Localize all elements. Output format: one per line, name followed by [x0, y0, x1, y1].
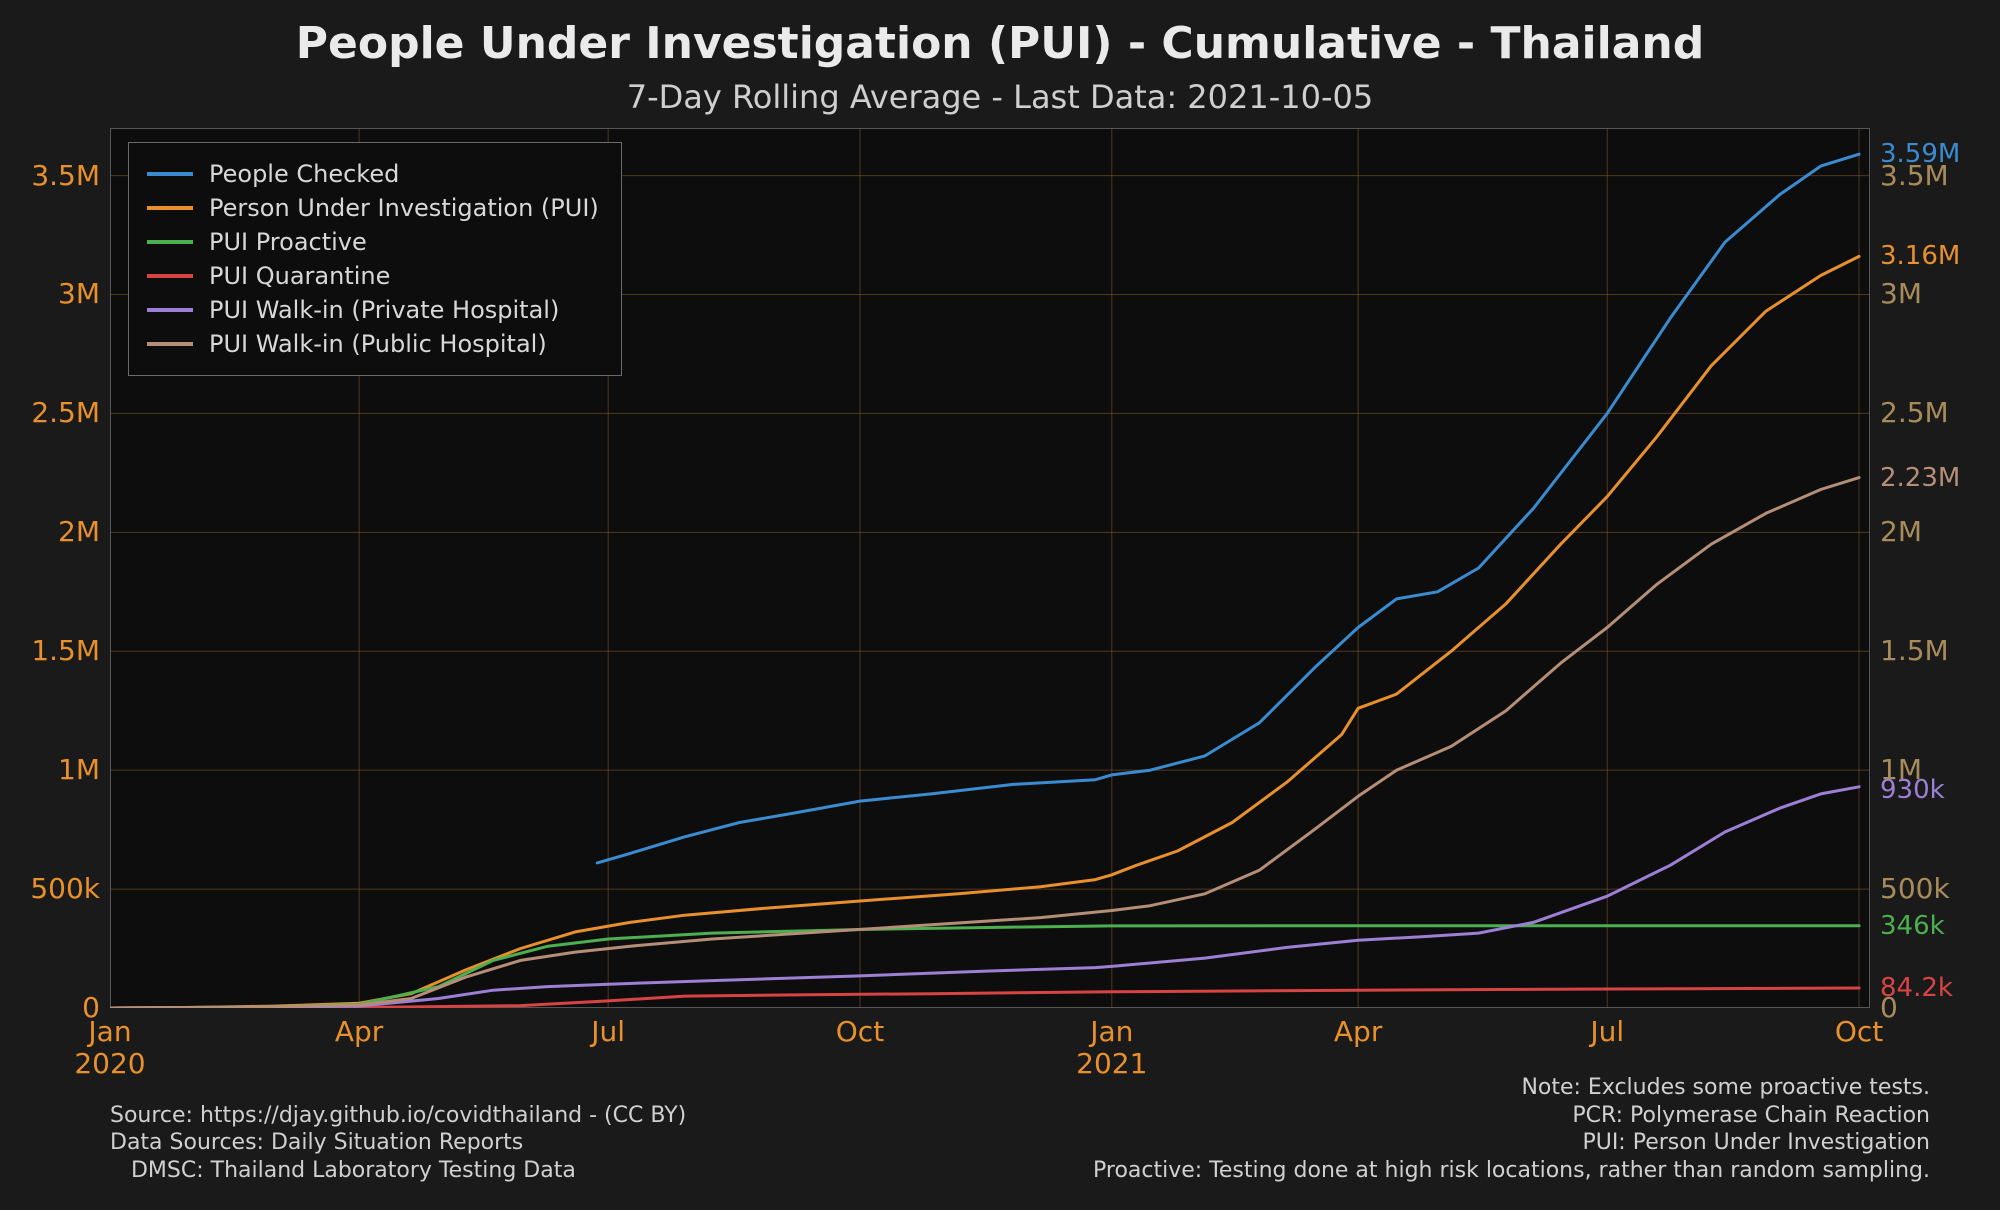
legend-item: PUI Walk-in (Private Hospital): [147, 293, 599, 327]
legend: People Checked Person Under Investigation…: [128, 142, 622, 376]
x-tick: Oct: [1809, 1016, 1909, 1048]
legend-item: PUI Quarantine: [147, 259, 599, 293]
legend-label: PUI Walk-in (Private Hospital): [209, 296, 559, 324]
chart-title: People Under Investigation (PUI) - Cumul…: [0, 18, 2000, 69]
legend-swatch: [147, 274, 193, 278]
y-tick-left: 2.5M: [10, 399, 100, 427]
legend-label: PUI Proactive: [209, 228, 367, 256]
footer-left: Source: https://djay.github.io/covidthai…: [110, 1102, 686, 1185]
y-tick-right: 2.5M: [1880, 399, 1949, 427]
chart-subtitle: 7-Day Rolling Average - Last Data: 2021-…: [0, 78, 2000, 116]
y-tick-right: 2M: [1880, 518, 1922, 546]
legend-swatch: [147, 308, 193, 312]
y-tick-right: 500k: [1880, 875, 1950, 903]
series-end-label: 3.16M: [1880, 243, 1960, 269]
x-tick: Apr: [309, 1016, 409, 1048]
x-tick: Apr: [1308, 1016, 1408, 1048]
series-line: [110, 926, 1859, 1008]
y-tick-left: 500k: [10, 875, 100, 903]
legend-swatch: [147, 240, 193, 244]
y-tick-right: 1.5M: [1880, 637, 1949, 665]
footer-right: Note: Excludes some proactive tests.PCR:…: [1093, 1074, 1930, 1184]
legend-swatch: [147, 172, 193, 176]
series-line: [110, 787, 1859, 1008]
series-end-label: 2.23M: [1880, 465, 1960, 491]
x-tick: Jan2021: [1062, 1016, 1162, 1080]
x-tick: Jul: [1557, 1016, 1657, 1048]
legend-item: Person Under Investigation (PUI): [147, 191, 599, 225]
legend-label: PUI Walk-in (Public Hospital): [209, 330, 547, 358]
series-line: [597, 154, 1859, 863]
y-tick-left: 1.5M: [10, 637, 100, 665]
legend-label: Person Under Investigation (PUI): [209, 194, 599, 222]
y-tick-left: 2M: [10, 518, 100, 546]
series-end-label: 3.59M: [1880, 141, 1960, 167]
y-tick-left: 3M: [10, 280, 100, 308]
legend-item: People Checked: [147, 157, 599, 191]
legend-item: PUI Walk-in (Public Hospital): [147, 327, 599, 361]
x-tick: Jul: [558, 1016, 658, 1048]
y-tick-left: 3.5M: [10, 162, 100, 190]
y-tick-right: 3M: [1880, 280, 1922, 308]
chart-page: People Under Investigation (PUI) - Cumul…: [0, 0, 2000, 1210]
series-end-label: 346k: [1880, 913, 1945, 939]
legend-label: People Checked: [209, 160, 399, 188]
series-end-label: 84.2k: [1880, 975, 1953, 1001]
legend-swatch: [147, 342, 193, 346]
legend-swatch: [147, 206, 193, 210]
x-tick: Oct: [810, 1016, 910, 1048]
legend-label: PUI Quarantine: [209, 262, 390, 290]
series-end-label: 930k: [1880, 777, 1945, 803]
y-tick-left: 1M: [10, 756, 100, 784]
x-tick: Jan2020: [60, 1016, 160, 1080]
legend-item: PUI Proactive: [147, 225, 599, 259]
